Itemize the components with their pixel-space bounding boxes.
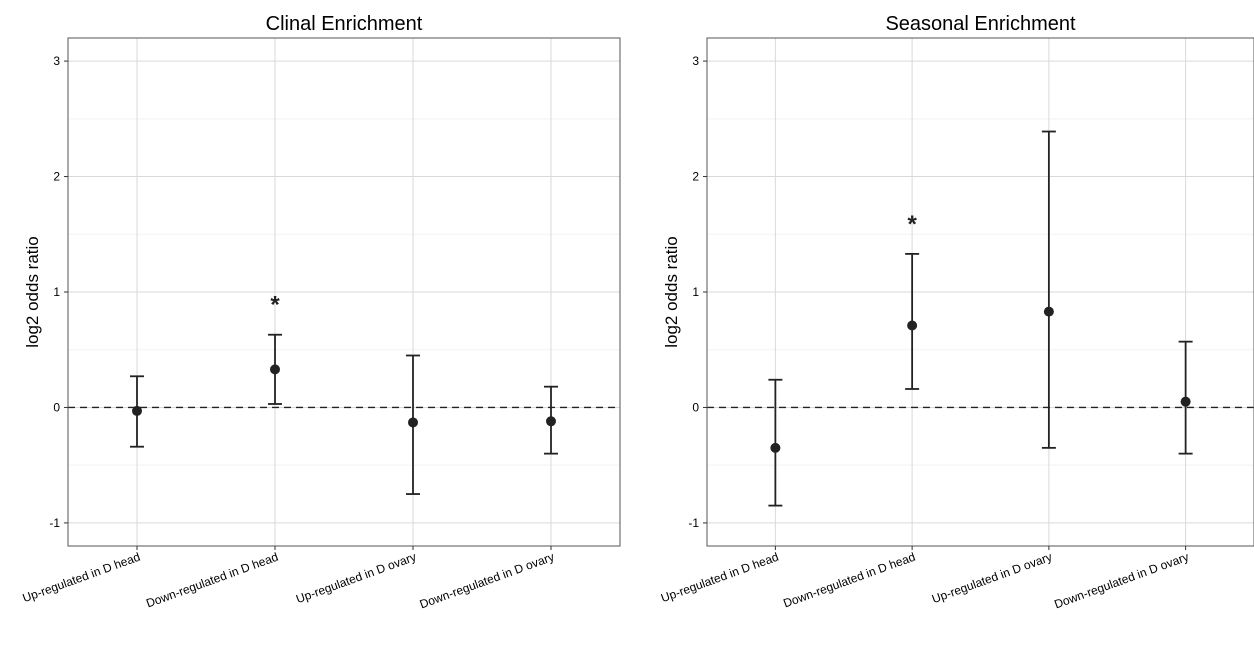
significance-marker: * (907, 211, 917, 238)
data-point (907, 320, 918, 331)
data-point (1043, 306, 1054, 317)
data-point (408, 417, 418, 428)
x-tick-label: Down-regulated in D head (781, 550, 917, 611)
data-point (270, 364, 280, 375)
data-point (770, 442, 781, 453)
data-point (546, 416, 556, 427)
x-tick-label: Up-regulated in D head (659, 550, 780, 606)
chart-title: Clinal Enrichment (266, 13, 423, 35)
x-tick-label: Up-regulated in D ovary (294, 550, 418, 607)
x-tick-label: Up-regulated in D head (21, 550, 142, 606)
x-tick-label: Up-regulated in D ovary (930, 550, 1054, 607)
y-tick-label: 3 (692, 54, 699, 68)
clinal-panel: Clinal Enrichment log2 odds ratio -1 0 1 2 3 Up… (21, 13, 621, 612)
y-tick-label: 3 (53, 54, 60, 68)
significance-marker: * (270, 292, 280, 319)
data-point (132, 405, 142, 416)
x-tick-label: Down-regulated in D ovary (418, 550, 556, 612)
y-tick-label: -1 (49, 516, 60, 530)
chart-title: Seasonal Enrichment (885, 13, 1076, 35)
x-tick-label: Down-regulated in D ovary (1052, 550, 1190, 612)
y-tick-label: 1 (53, 285, 60, 299)
y-axis-label: log2 odds ratio (662, 236, 681, 348)
x-tick-label: Down-regulated in D head (144, 550, 280, 611)
y-tick-label: -1 (688, 516, 699, 530)
y-tick-label: 0 (692, 400, 699, 414)
data-point (1180, 396, 1191, 407)
y-tick-label: 2 (53, 170, 60, 184)
seasonal-panel: Seasonal Enrichment log2 odds ratio -1 0 1 2 3… (659, 13, 1254, 611)
y-tick-label: 2 (692, 170, 699, 184)
y-tick-label: 1 (692, 285, 699, 299)
y-axis-label: log2 odds ratio (23, 236, 42, 348)
y-tick-label: 0 (53, 400, 60, 414)
